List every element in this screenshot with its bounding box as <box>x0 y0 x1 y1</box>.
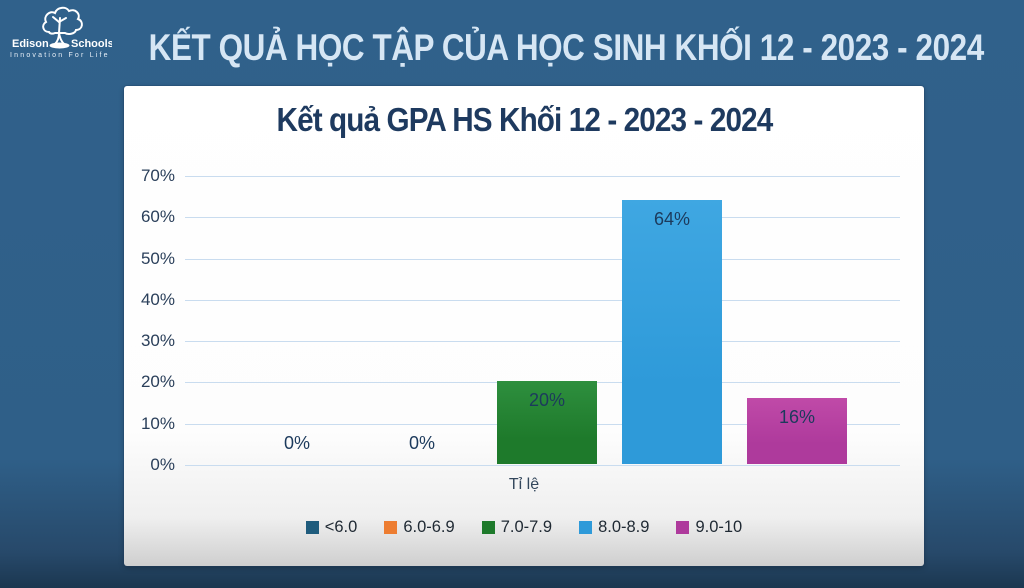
y-axis-label: 20% <box>140 372 175 392</box>
x-axis-title: Tỉ lệ <box>508 476 540 493</box>
y-axis-label: 10% <box>140 413 175 433</box>
y-axis-label: 60% <box>140 207 175 227</box>
y-axis-label: 50% <box>140 248 175 268</box>
bar-value-label: 0% <box>408 433 435 453</box>
legend-swatch <box>481 521 495 534</box>
legend: <6.0 6.0-6.9 7.0-7.9 8.0-8.9 9.0-10 <box>124 518 924 537</box>
logo-tagline: Innovation For Life <box>10 52 110 59</box>
legend-item-7.0-7.9: 7.0-7.9 <box>481 518 553 537</box>
plot-area: 0% 10% 20% 30% 40% 50% 60% 70% 0% 0% 20% 64% 16% <box>141 166 900 474</box>
logo-text-edison: Edison <box>12 38 49 50</box>
legend-item-8.0-8.9: 8.0-8.9 <box>579 518 649 537</box>
gridline <box>185 258 900 260</box>
bar-value-label: 0% <box>283 433 310 453</box>
legend-swatch <box>676 521 690 534</box>
gridline <box>185 465 900 466</box>
legend-item-<6.0: <6.0 <box>305 518 358 537</box>
legend-item-6.0-6.9: 6.0-6.9 <box>384 518 455 537</box>
y-axis-label: 0% <box>150 455 175 474</box>
legend-swatch <box>384 521 398 534</box>
legend-swatch <box>579 521 593 534</box>
tree-icon: Edison Schools <box>12 6 112 50</box>
gridline <box>185 176 900 177</box>
bar-9.0-10 <box>747 397 847 464</box>
y-axis-label: 70% <box>140 166 175 185</box>
legend-label: <6.0 <box>324 518 358 536</box>
y-axis-label: 40% <box>140 289 175 309</box>
legend-label: 9.0-10 <box>695 518 743 536</box>
logo-text-schools: Schools <box>71 38 112 50</box>
legend-item-9.0-10: 9.0-10 <box>676 518 742 537</box>
bar-value-label: 20% <box>528 390 566 411</box>
page-title: KẾT QUẢ HỌC TẬP CỦA HỌC SINH KHỐI 12 - 2… <box>148 27 984 68</box>
chart-title: Kết quả GPA HS Khối 12 - 2023 - 2024 <box>276 101 773 138</box>
gridline <box>185 217 900 219</box>
chart-title-container: Kết quả GPA HS Khối 12 - 2023 - 2024 <box>124 100 924 140</box>
legend-label: 6.0-6.9 <box>403 518 455 536</box>
gridline <box>185 299 900 301</box>
legend-label: 7.0-7.9 <box>500 518 553 536</box>
y-axis-label: 30% <box>140 331 175 351</box>
edison-schools-logo: Edison Schools Innovation For Life <box>8 6 112 64</box>
gridline <box>185 341 900 343</box>
legend-label: 8.0-8.9 <box>598 518 650 536</box>
bar-value-label: 64% <box>653 208 691 229</box>
legend-swatch <box>305 521 319 534</box>
bar-7.0-7.9 <box>497 381 597 464</box>
bar-8.0-8.9 <box>622 199 722 464</box>
bar-value-label: 16% <box>778 406 816 427</box>
chart-card: Kết quả GPA HS Khối 12 - 2023 - 2024 0% 1… <box>124 86 924 566</box>
page-title-container: KẾT QUẢ HỌC TẬP CỦA HỌC SINH KHỐI 12 - 2… <box>118 26 1014 70</box>
